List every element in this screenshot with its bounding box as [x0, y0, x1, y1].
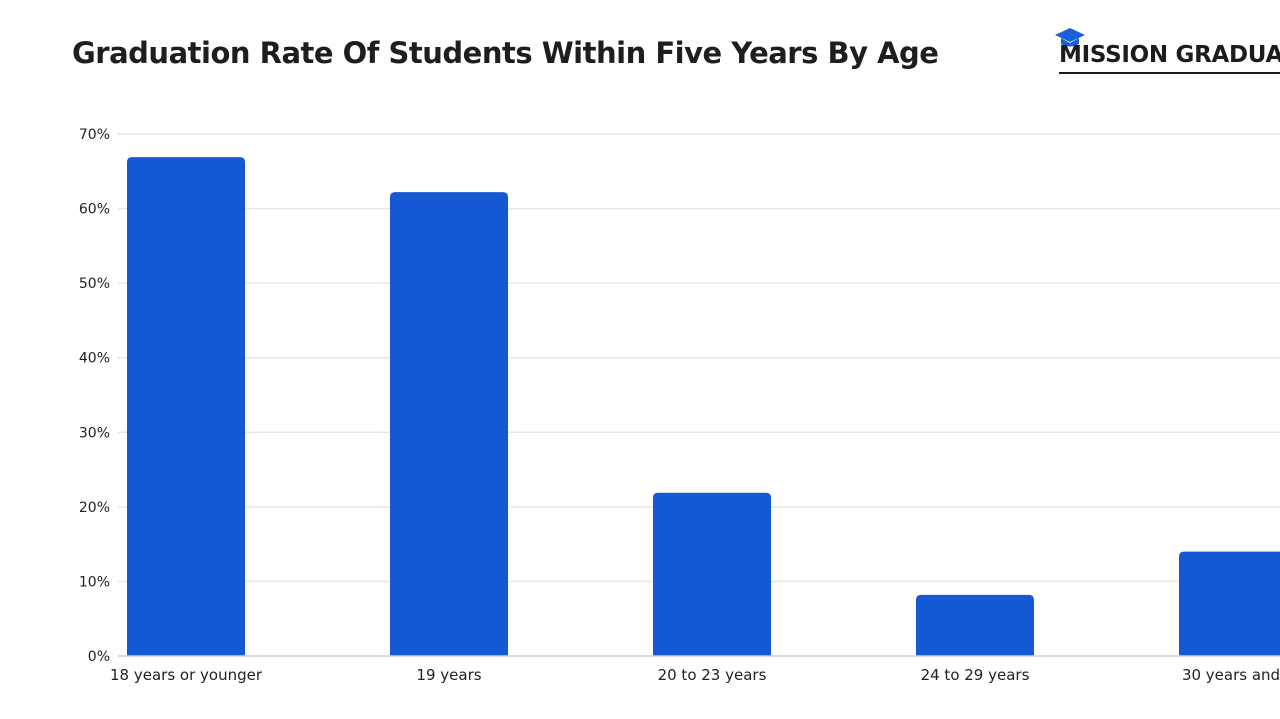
brand-underline	[1059, 72, 1280, 74]
bars	[127, 157, 1280, 657]
y-axis-ticks: 0% 10% 20% 30% 40% 50% 60% 70%	[79, 127, 110, 665]
bar	[916, 594, 1034, 656]
y-tick-label: 70%	[79, 127, 110, 143]
brand-logo: MISSION GRADUA	[1054, 26, 1280, 78]
x-category-label: 20 to 23 years	[658, 666, 767, 684]
brand-name: MISSION GRADUA	[1059, 42, 1280, 68]
y-tick-label: 0%	[88, 649, 110, 665]
y-tick-label: 30%	[79, 425, 110, 441]
x-category-label: 18 years or younger	[110, 666, 263, 684]
x-category-label: 19 years	[416, 666, 481, 684]
bar	[390, 192, 508, 656]
y-tick-label: 40%	[79, 351, 110, 367]
x-category-label: 24 to 29 years	[921, 666, 1030, 684]
y-tick-label: 10%	[79, 574, 110, 590]
graduation-cap-icon	[1055, 28, 1085, 47]
y-tick-label: 60%	[79, 202, 110, 218]
bar	[653, 492, 771, 656]
bar	[1179, 551, 1280, 656]
y-tick-label: 20%	[79, 500, 110, 516]
x-category-label: 30 years and o	[1182, 666, 1280, 684]
bar	[127, 157, 245, 657]
chart-title: Graduation Rate Of Students Within Five …	[72, 36, 939, 70]
x-axis-labels: 18 years or younger 19 years 20 to 23 year…	[110, 666, 1280, 684]
y-tick-label: 50%	[79, 276, 110, 292]
